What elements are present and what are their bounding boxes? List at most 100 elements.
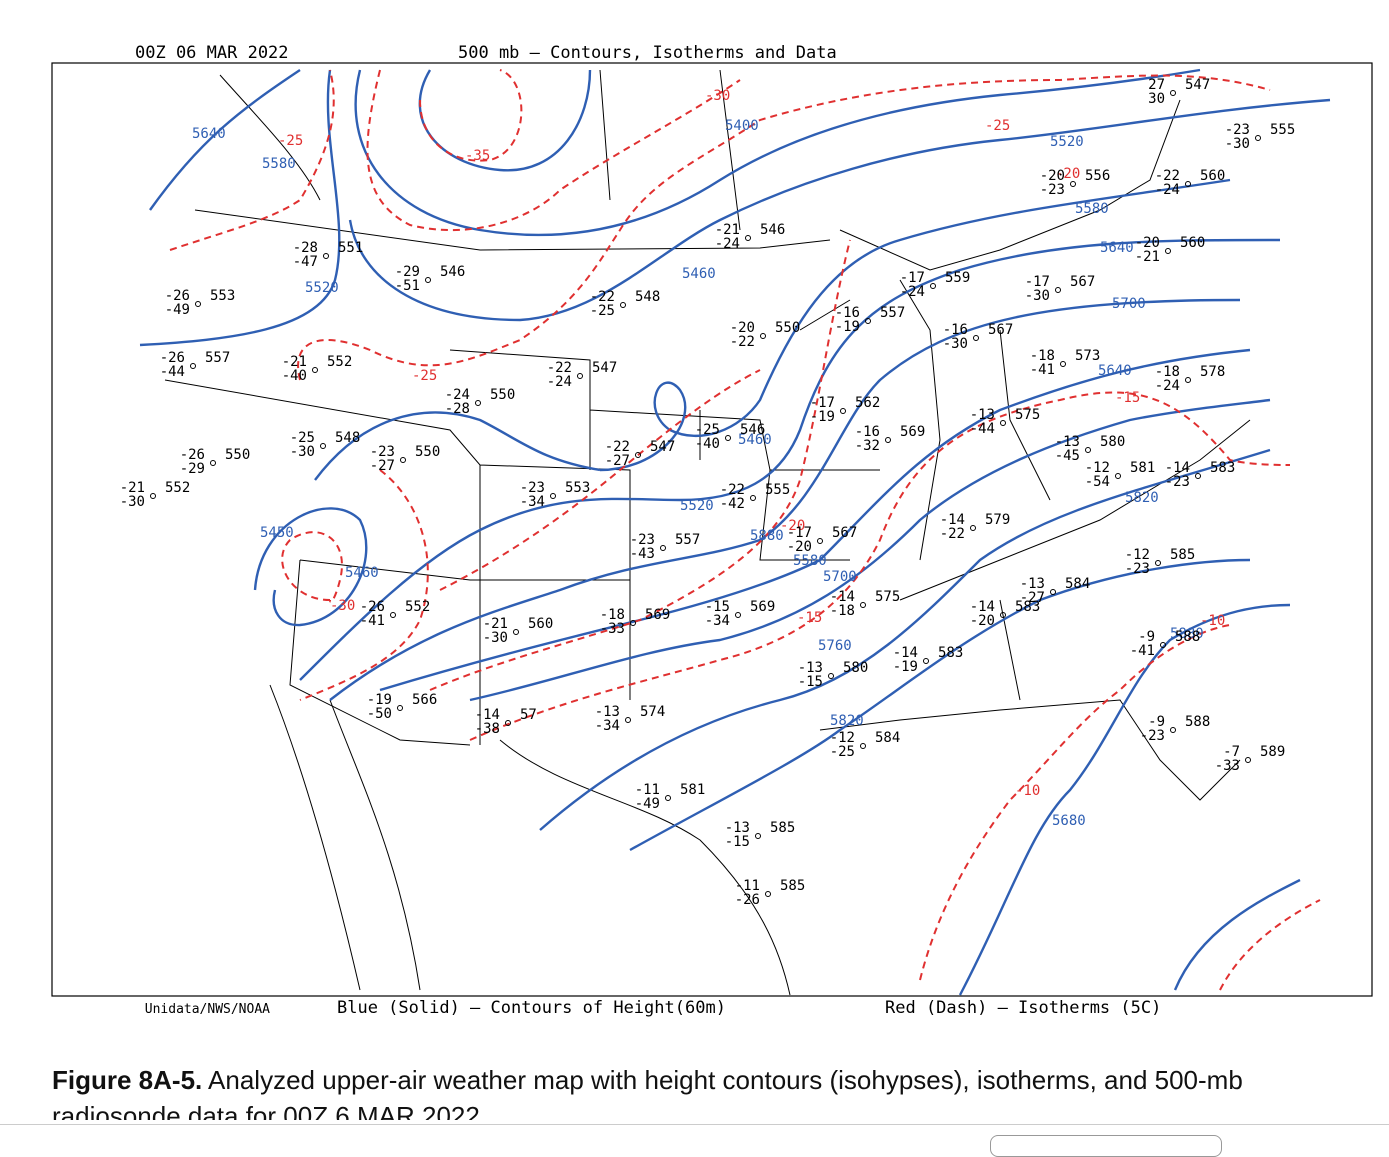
contour-label: 5880 [750,528,784,544]
station-height: 552 [165,480,190,496]
station-dewpoint: -24 [547,374,572,390]
station-marker [828,673,834,679]
station-temperature: 27 [1148,77,1165,93]
station-temperature: -20 [1135,235,1160,251]
station-dewpoint: -30 [120,494,145,510]
station-marker [745,235,751,241]
station-marker [150,493,156,499]
station-height: 580 [843,660,868,676]
station-temperature: -14 [970,599,995,615]
station-height: 552 [405,599,430,615]
station-marker [970,525,976,531]
station-height: 550 [490,387,515,403]
contour-label: 5640 [192,126,226,142]
station-height: 575 [1015,407,1040,423]
station-temperature: -23 [520,480,545,496]
contour-label: 5640 [1098,363,1132,379]
station-height: 575 [875,589,900,605]
station-dewpoint: -43 [630,546,655,562]
contour-label: 5700 [823,569,857,585]
station-dewpoint: -24 [900,284,925,300]
station-temperature: -22 [547,360,572,376]
station-marker [860,602,866,608]
station-marker [755,833,761,839]
contour-label: 5580 [793,553,827,569]
station-temperature: -14 [940,512,965,528]
station-dewpoint: -15 [725,834,750,850]
contour-label: 5680 [1052,813,1086,829]
station-height: 57 [520,707,537,723]
station-dewpoint: -30 [483,630,508,646]
figure-caption: Figure 8A-5. Analyzed upper-air weather … [52,1062,1372,1120]
station-height: 555 [1270,122,1295,138]
isotherm-label: -10 [1015,783,1040,799]
station-dewpoint: -21 [1135,249,1160,265]
contour-label: 5460 [682,266,716,282]
station-dewpoint: -29 [180,461,205,477]
station-height: 585 [770,820,795,836]
station-height: 583 [1210,460,1235,476]
station-temperature: -25 [695,422,720,438]
station-height: 550 [775,320,800,336]
station-temperature: -22 [1155,168,1180,184]
contour-label: 5580 [262,156,296,172]
station-marker [1115,473,1121,479]
station-dewpoint: -19 [893,659,918,675]
station-dewpoint: -30 [1025,288,1050,304]
station-height: 547 [1185,77,1210,93]
contour-label: 5520 [680,498,714,514]
station-marker [1255,135,1261,141]
station-temperature: -21 [715,222,740,238]
station-dewpoint: -20 [787,539,812,555]
station-temperature: -18 [600,607,625,623]
station-height: 569 [645,607,670,623]
control[interactable] [990,1135,1222,1157]
station-height: 556 [1085,168,1110,184]
station-marker [1060,361,1066,367]
map-title: 500 mb – Contours, Isotherms and Data [458,43,837,63]
station-temperature: -14 [475,707,500,723]
station-temperature: -13 [595,704,620,720]
contour-label: 5640 [1100,240,1134,256]
contour-label: 5760 [818,638,852,654]
station-marker [1160,642,1166,648]
station-height: 567 [988,322,1013,338]
station-marker [635,452,641,458]
station-dewpoint: -26 [735,892,760,908]
station-marker [1070,181,1076,187]
station-temperature: -13 [1020,576,1045,592]
station-height: 588 [1175,629,1200,645]
station-dewpoint: -40 [282,368,307,384]
station-height: 555 [765,482,790,498]
station-height: 584 [1065,576,1090,592]
station-dewpoint: -24 [1155,378,1180,394]
station-dewpoint: -25 [830,744,855,760]
isotherm-label: -25 [412,368,437,384]
station-height: 547 [592,360,617,376]
station-temperature: -17 [810,395,835,411]
station-temperature: -29 [395,264,420,280]
station-dewpoint: -32 [855,438,880,454]
map-frame [51,62,1373,997]
station-marker [577,373,583,379]
height-contours [139,68,1331,996]
isotherm-label: -20 [780,518,805,534]
station-marker [860,743,866,749]
station-marker [1170,727,1176,733]
station-height: 579 [985,512,1010,528]
station-height: 578 [1200,364,1225,380]
station-marker [1185,377,1191,383]
station-temperature: -22 [590,289,615,305]
station-marker [885,437,891,443]
station-temperature: -17 [1025,274,1050,290]
station-temperature: -12 [1085,460,1110,476]
station-temperature: -16 [943,322,968,338]
station-dewpoint: -20 [970,613,995,629]
station-marker [320,443,326,449]
station-dewpoint: -34 [520,494,545,510]
station-marker [625,717,631,723]
station-dewpoint: -24 [715,236,740,252]
station-marker [660,545,666,551]
station-temperature: -14 [893,645,918,661]
station-temperature: -9 [1148,714,1165,730]
